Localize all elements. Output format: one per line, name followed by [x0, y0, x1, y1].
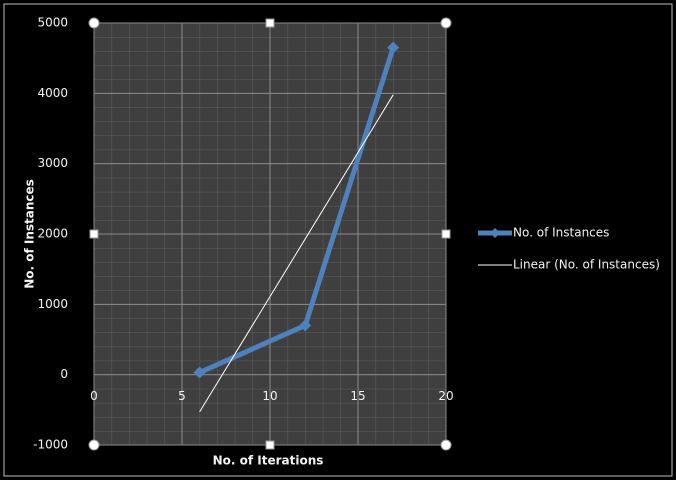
- handle: [265, 440, 275, 450]
- legend-label: No. of Instances: [513, 226, 609, 240]
- x-tick-label: 5: [178, 389, 186, 403]
- y-tick-label: 5000: [37, 16, 68, 30]
- x-axis-title: No. of Iterations: [213, 454, 324, 468]
- handle: [440, 439, 452, 451]
- handle: [89, 229, 99, 239]
- handle: [441, 229, 451, 239]
- handle: [88, 439, 100, 451]
- y-tick-label: 3000: [37, 156, 68, 170]
- y-axis-title: No. of Instances: [23, 179, 37, 289]
- x-tick-label: 20: [438, 389, 453, 403]
- x-tick-label: 15: [350, 389, 365, 403]
- handle: [88, 17, 100, 29]
- handle: [265, 18, 275, 28]
- y-tick-label: -1000: [33, 438, 68, 452]
- legend-label: Linear (No. of Instances): [513, 258, 660, 272]
- y-tick-label: 1000: [37, 297, 68, 311]
- y-tick-label: 2000: [37, 227, 68, 241]
- y-tick-label: 0: [60, 367, 68, 381]
- point-marker: [299, 319, 312, 332]
- marks: [193, 41, 400, 413]
- handle: [440, 17, 452, 29]
- point-marker: [387, 41, 400, 54]
- legend-marker: [490, 228, 500, 238]
- x-tick-label: 10: [262, 389, 277, 403]
- series-line: [199, 94, 394, 413]
- point-marker: [193, 366, 206, 379]
- y-tick-label: 4000: [37, 86, 68, 100]
- x-tick-label: 0: [90, 389, 98, 403]
- selection-handles: [88, 17, 452, 451]
